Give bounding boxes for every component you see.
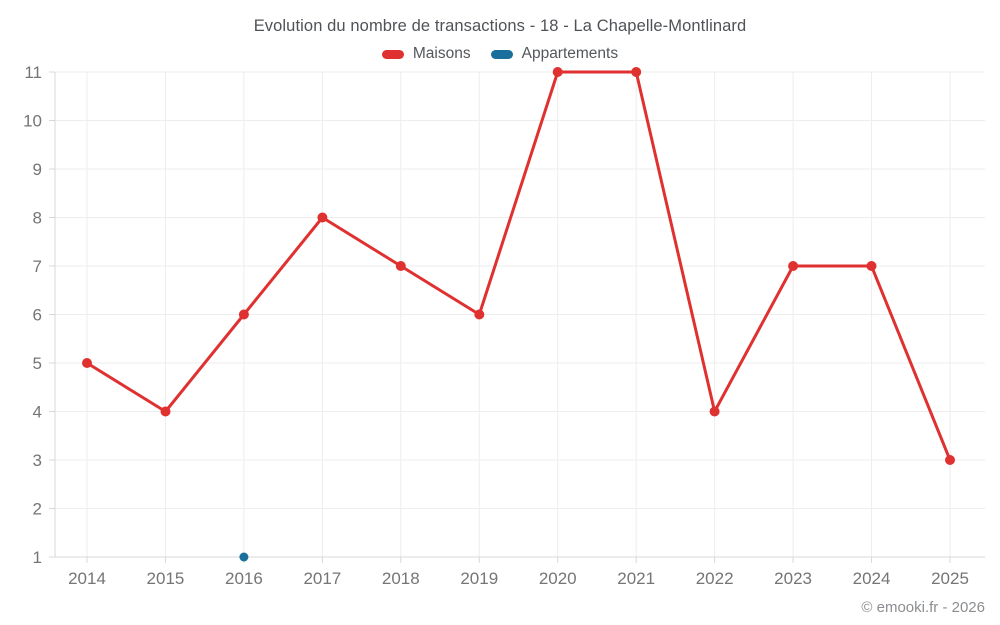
- maisons-data-point[interactable]: [788, 261, 799, 271]
- y-tick-label: 9: [33, 160, 42, 179]
- maisons-data-point[interactable]: [238, 309, 249, 320]
- x-tick-label: 2016: [225, 569, 263, 588]
- x-tick-label: 2018: [382, 569, 420, 588]
- x-tick-label: 2014: [68, 569, 106, 588]
- y-tick-label: 6: [33, 306, 42, 325]
- x-tick-label: 2017: [303, 569, 341, 588]
- y-tick-label: 4: [33, 403, 42, 422]
- maisons-data-point[interactable]: [395, 261, 406, 271]
- maisons-data-point[interactable]: [552, 67, 563, 77]
- x-tick-label: 2020: [539, 569, 577, 588]
- maisons-data-point[interactable]: [945, 455, 955, 465]
- chart-legend: Maisons Appartements: [0, 45, 1000, 63]
- legend-item-appartements[interactable]: Appartements: [490, 45, 619, 63]
- appartements-legend-label: Appartements: [521, 45, 619, 62]
- maisons-legend-swatch-icon: [381, 49, 404, 59]
- maisons-data-point[interactable]: [631, 67, 642, 77]
- maisons-data-point[interactable]: [317, 212, 328, 223]
- x-tick-label: 2022: [696, 569, 734, 588]
- maisons-legend-label: Maisons: [412, 45, 471, 62]
- appartements-data-point[interactable]: [239, 552, 249, 562]
- x-tick-label: 2015: [147, 569, 185, 588]
- maisons-data-point[interactable]: [82, 358, 92, 368]
- y-tick-label: 5: [33, 354, 42, 373]
- y-tick-label: 3: [33, 451, 42, 470]
- x-tick-label: 2019: [460, 569, 498, 588]
- x-tick-label: 2024: [853, 569, 891, 588]
- maisons-data-point[interactable]: [474, 309, 485, 320]
- maisons-data-point[interactable]: [709, 406, 720, 417]
- chart-title: Evolution du nombre de transactions - 18…: [253, 17, 747, 35]
- y-tick-label: 11: [24, 63, 42, 82]
- y-tick-label: 10: [23, 112, 42, 131]
- maisons-data-point[interactable]: [866, 261, 877, 271]
- x-tick-label: 2021: [617, 569, 655, 588]
- y-tick-label: 2: [33, 500, 42, 519]
- legend-item-maisons[interactable]: Maisons: [381, 45, 471, 63]
- y-tick-label: 8: [33, 209, 42, 228]
- maisons-data-point[interactable]: [160, 406, 171, 417]
- appartements-legend-swatch-icon: [490, 49, 513, 59]
- x-tick-label: 2023: [774, 569, 812, 588]
- maisons-line: [85, 70, 952, 462]
- copyright-text: © emooki.fr - 2026: [861, 599, 985, 616]
- y-tick-label: 7: [33, 257, 42, 276]
- x-tick-label: 2025: [931, 569, 969, 588]
- y-tick-label: 1: [33, 548, 42, 567]
